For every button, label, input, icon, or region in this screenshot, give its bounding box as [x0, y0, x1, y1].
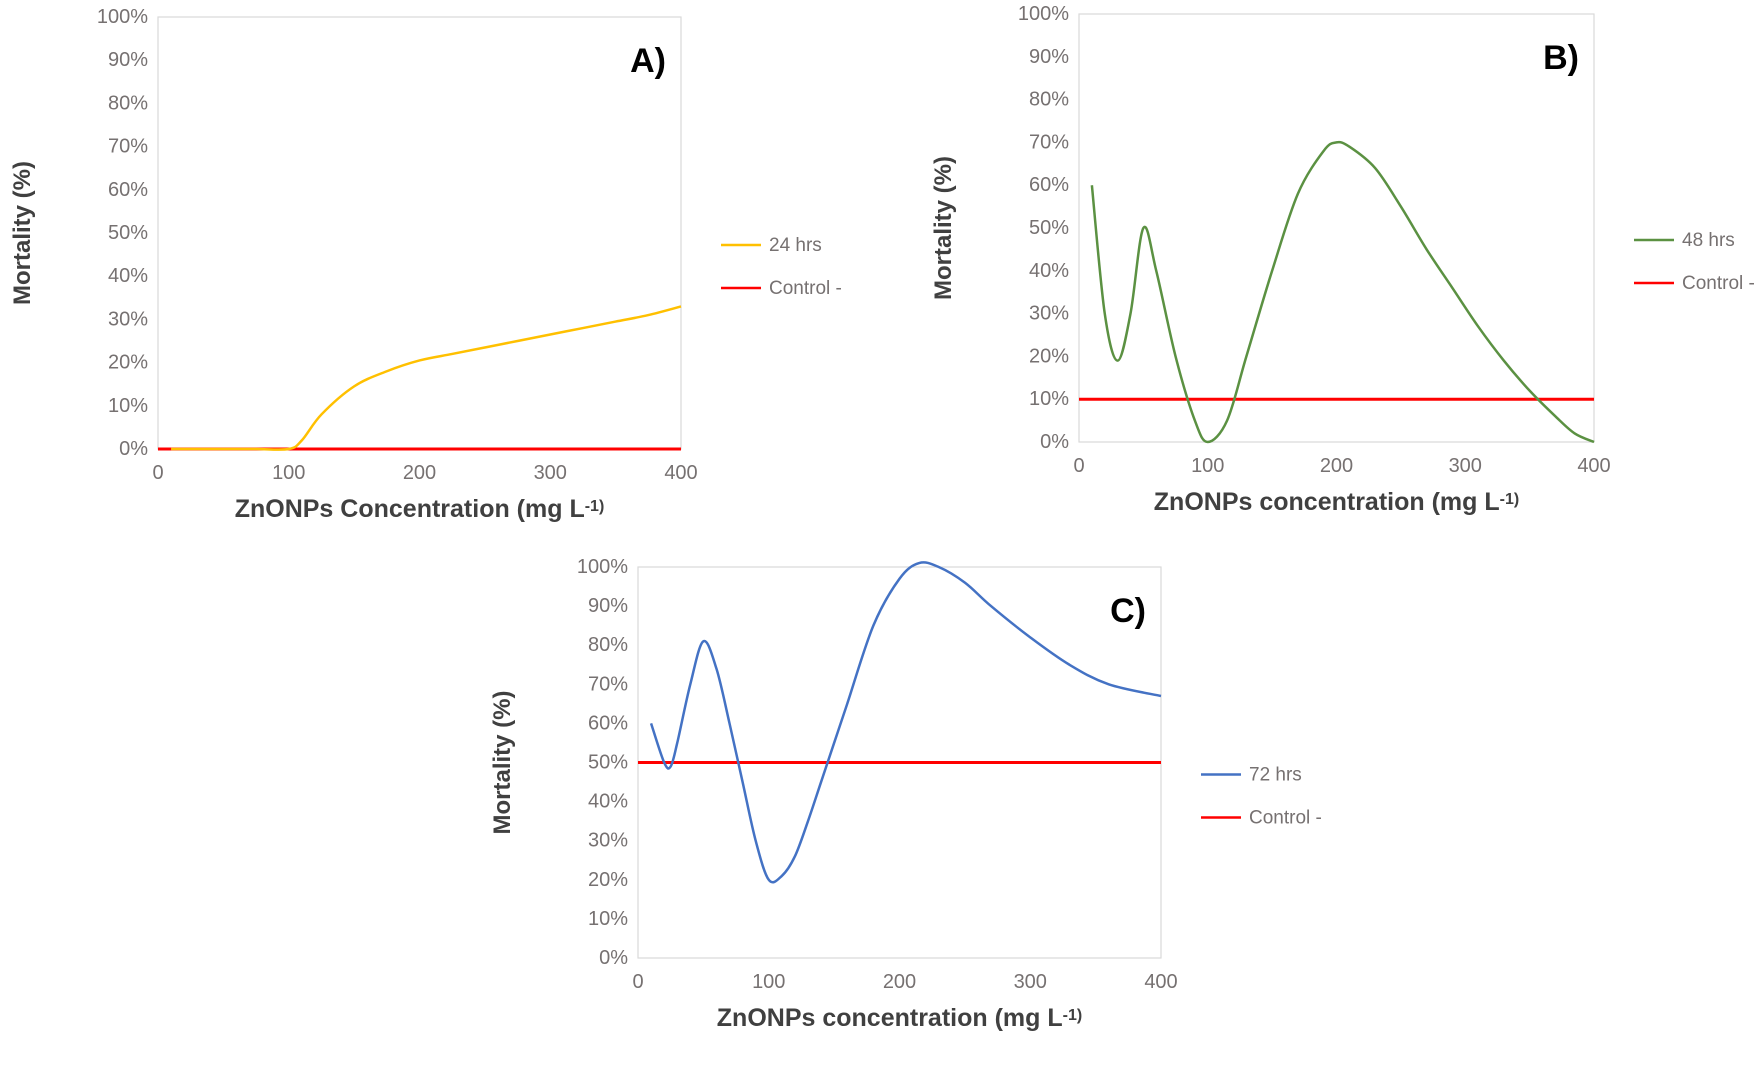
svg-text:ZnONPs concentration (mg L-1): ZnONPs concentration (mg L-1)	[1154, 488, 1519, 516]
svg-text:10%: 10%	[108, 395, 148, 417]
svg-text:300: 300	[1449, 455, 1482, 477]
svg-text:90%: 90%	[588, 595, 628, 617]
svg-text:Control -: Control -	[769, 278, 842, 299]
svg-text:400: 400	[664, 462, 697, 484]
svg-text:30%: 30%	[1029, 303, 1069, 325]
svg-text:400: 400	[1577, 455, 1610, 477]
svg-text:0: 0	[1073, 455, 1084, 477]
svg-text:60%: 60%	[108, 179, 148, 201]
svg-text:300: 300	[1014, 971, 1047, 993]
svg-text:200: 200	[403, 462, 436, 484]
svg-text:80%: 80%	[1029, 89, 1069, 111]
svg-text:60%: 60%	[588, 712, 628, 734]
svg-text:Control -: Control -	[1249, 808, 1322, 829]
svg-text:ZnONPs concentration (mg L-1): ZnONPs concentration (mg L-1)	[717, 1004, 1082, 1032]
svg-text:60%: 60%	[1029, 174, 1069, 196]
svg-text:72 hrs: 72 hrs	[1249, 765, 1302, 786]
svg-text:100%: 100%	[97, 6, 148, 28]
svg-text:40%: 40%	[108, 265, 148, 287]
svg-text:0%: 0%	[119, 438, 148, 460]
svg-text:400: 400	[1144, 971, 1177, 993]
svg-text:48 hrs: 48 hrs	[1682, 230, 1735, 251]
svg-text:300: 300	[534, 462, 567, 484]
svg-text:40%: 40%	[588, 791, 628, 813]
svg-text:40%: 40%	[1029, 260, 1069, 282]
svg-text:100: 100	[272, 462, 305, 484]
svg-text:0%: 0%	[599, 947, 628, 969]
svg-text:A): A)	[630, 42, 666, 80]
svg-text:20%: 20%	[588, 869, 628, 891]
svg-text:ZnONPs Concentration (mg L-1): ZnONPs Concentration (mg L-1)	[235, 495, 605, 523]
svg-text:50%: 50%	[1029, 217, 1069, 239]
svg-text:50%: 50%	[588, 752, 628, 774]
svg-text:Mortality (%): Mortality (%)	[930, 156, 957, 300]
svg-text:100%: 100%	[1018, 3, 1069, 25]
svg-text:80%: 80%	[108, 92, 148, 114]
svg-text:C): C)	[1110, 592, 1146, 630]
svg-text:24 hrs: 24 hrs	[769, 235, 822, 256]
svg-text:0: 0	[152, 462, 163, 484]
svg-text:10%: 10%	[1029, 388, 1069, 410]
svg-text:70%: 70%	[1029, 131, 1069, 153]
svg-text:B): B)	[1543, 39, 1579, 77]
svg-text:Mortality (%): Mortality (%)	[9, 161, 36, 305]
svg-text:70%: 70%	[108, 136, 148, 158]
svg-text:70%: 70%	[588, 673, 628, 695]
svg-text:100: 100	[1191, 455, 1224, 477]
svg-text:20%: 20%	[108, 352, 148, 374]
svg-text:90%: 90%	[1029, 46, 1069, 68]
svg-text:20%: 20%	[1029, 345, 1069, 367]
svg-text:200: 200	[883, 971, 916, 993]
svg-text:50%: 50%	[108, 222, 148, 244]
svg-text:200: 200	[1320, 455, 1353, 477]
svg-text:100%: 100%	[577, 556, 628, 578]
svg-text:80%: 80%	[588, 634, 628, 656]
svg-text:90%: 90%	[108, 49, 148, 71]
svg-text:100: 100	[752, 971, 785, 993]
svg-text:30%: 30%	[588, 830, 628, 852]
svg-text:10%: 10%	[588, 908, 628, 930]
svg-text:Mortality (%): Mortality (%)	[489, 691, 516, 835]
svg-text:Control -: Control -	[1682, 273, 1755, 294]
svg-text:0: 0	[632, 971, 643, 993]
svg-text:30%: 30%	[108, 308, 148, 330]
svg-text:0%: 0%	[1040, 431, 1069, 453]
